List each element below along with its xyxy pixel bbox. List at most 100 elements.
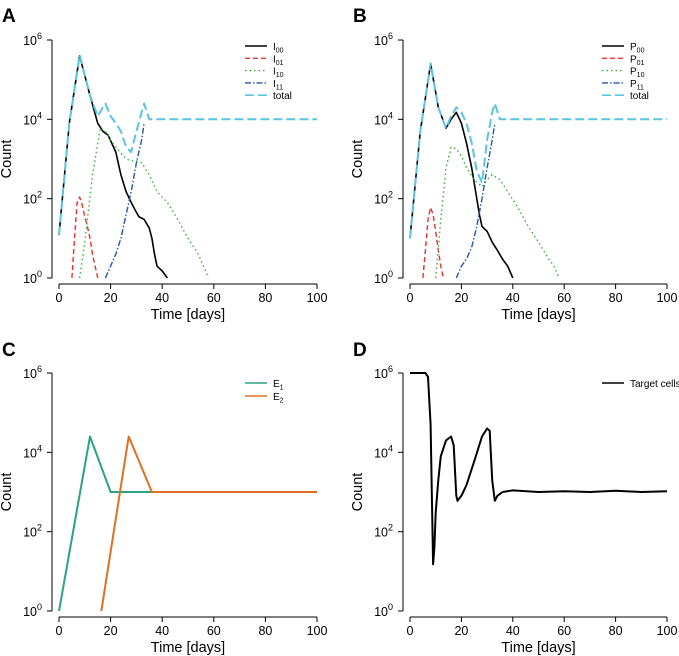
y-tick-exponent: 0 [388,602,393,612]
y-tick-label: 10 [23,113,37,127]
x-tick-label: 100 [307,624,328,638]
series-line-p01 [422,206,445,278]
panel-label: D [353,340,367,361]
x-tick-label: 40 [506,624,520,638]
series-line-e2 [100,435,317,611]
x-tick-label: 80 [258,624,272,638]
legend-label: P11 [630,79,644,92]
x-tick-label: 60 [207,624,221,638]
y-tick-exponent: 6 [388,31,393,41]
y-tick-label: 10 [23,193,37,207]
legend-label: P01 [630,54,645,67]
panel-label: A [2,6,16,27]
x-axis-title: Time [days] [501,307,575,323]
y-tick-label: 10 [23,526,37,540]
y-tick-exponent: 0 [388,269,393,279]
x-tick-label: 0 [407,291,414,305]
series-line-i10 [78,127,210,278]
series-line-e1 [58,435,317,611]
legend-label: I01 [273,54,284,67]
x-tick-label: 40 [506,291,520,305]
x-tick-label: 80 [609,624,623,638]
series-line-p11 [455,123,496,278]
x-tick-label: 80 [258,291,272,305]
y-tick-label: 10 [23,446,37,460]
y-tick-label: 10 [374,272,388,286]
y-tick-label: 10 [374,605,388,619]
y-tick-exponent: 4 [37,443,42,453]
x-axis-title: Time [days] [151,307,225,323]
series-line-total [409,62,667,239]
y-tick-exponent: 4 [388,443,393,453]
series-line-total [58,53,317,236]
y-tick-label: 10 [374,34,388,48]
x-tick-label: 0 [56,291,63,305]
y-axis-title: Count [0,473,15,512]
x-tick-label: 60 [557,624,571,638]
x-tick-label: 20 [104,291,118,305]
x-tick-label: 100 [657,291,678,305]
y-tick-label: 10 [374,193,388,207]
x-tick-label: 40 [155,291,169,305]
x-tick-label: 20 [104,624,118,638]
y-tick-label: 10 [23,605,37,619]
legend-label: total [630,91,649,102]
y-tick-exponent: 6 [388,364,393,374]
series-line-i01 [71,196,99,278]
legend-label: P10 [630,67,645,80]
x-tick-label: 40 [155,624,169,638]
y-axis-title: Count [0,140,15,179]
y-tick-label: 10 [23,272,37,286]
y-tick-label: 10 [374,526,388,540]
series-line-target-cells [410,372,668,566]
legend-label: Target cells [630,379,679,390]
panel-label: B [353,6,367,27]
y-tick-exponent: 2 [388,190,393,200]
series-line-i11 [104,123,145,278]
legend-label: I00 [273,42,284,55]
y-tick-exponent: 4 [388,110,393,120]
y-tick-label: 10 [374,367,388,381]
x-tick-label: 60 [207,291,221,305]
y-tick-exponent: 6 [37,364,42,374]
y-tick-exponent: 4 [37,110,42,120]
y-axis-title: Count [350,473,366,512]
x-tick-label: 60 [557,291,571,305]
y-tick-exponent: 0 [37,269,42,279]
y-tick-label: 10 [374,446,388,460]
x-axis-title: Time [days] [501,640,575,656]
y-tick-exponent: 2 [37,523,42,533]
x-tick-label: 0 [407,624,414,638]
x-tick-label: 100 [307,291,328,305]
y-axis-title: Count [350,140,366,179]
legend-label: I10 [273,67,284,80]
y-tick-label: 10 [374,113,388,127]
x-axis-title: Time [days] [151,640,225,656]
legend-label: I11 [273,79,283,92]
y-tick-label: 10 [23,34,37,48]
legend-label: E1 [273,379,284,392]
legend-label: E2 [273,392,284,405]
y-tick-exponent: 6 [37,31,42,41]
y-tick-exponent: 0 [37,602,42,612]
y-tick-exponent: 2 [37,190,42,200]
x-tick-label: 100 [657,624,678,638]
x-tick-label: 20 [454,624,468,638]
x-tick-label: 0 [56,624,63,638]
legend-label: total [273,91,292,102]
x-tick-label: 80 [609,291,623,305]
y-tick-label: 10 [23,367,37,381]
legend-label: P00 [630,42,645,55]
panel-label: C [2,340,16,361]
x-tick-label: 20 [454,291,468,305]
y-tick-exponent: 2 [388,523,393,533]
legend: Target cells [602,379,679,390]
